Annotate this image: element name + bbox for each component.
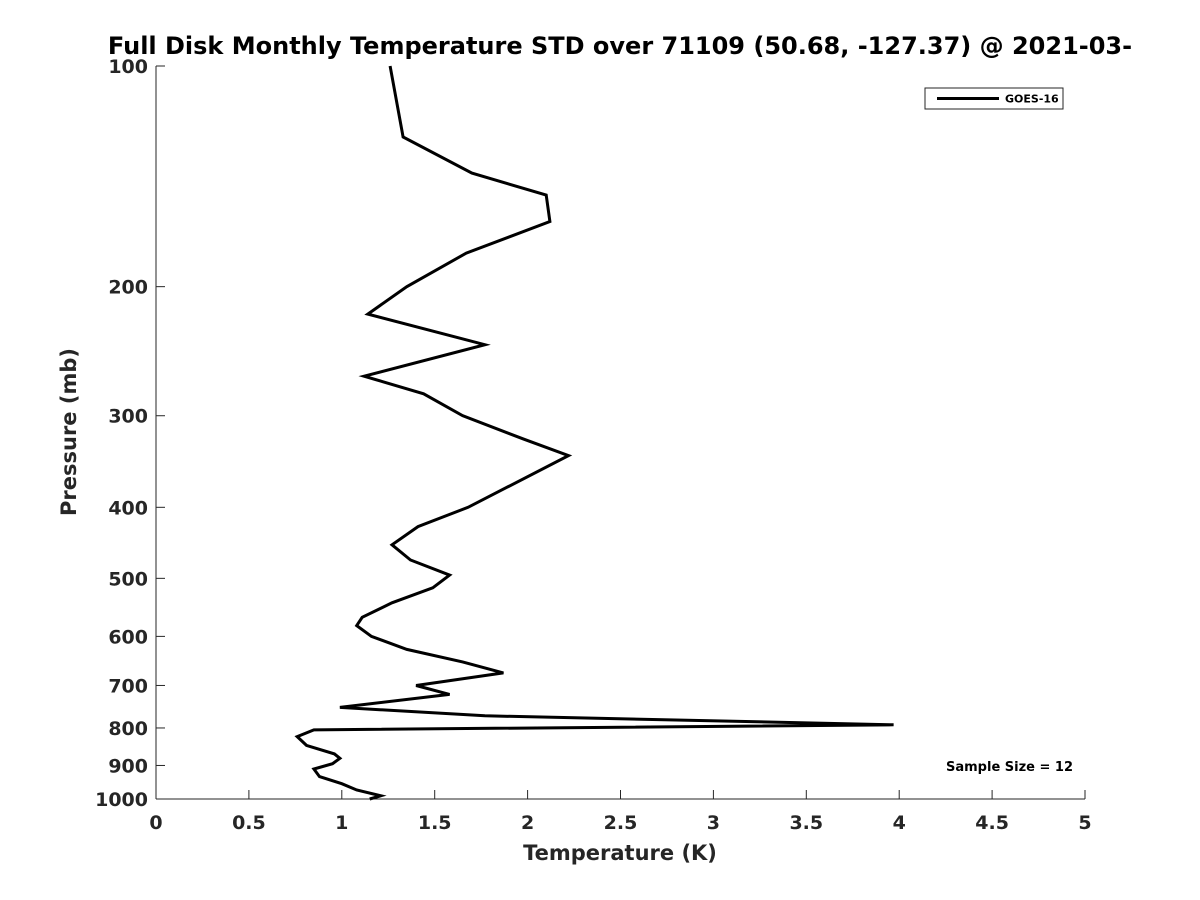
x-tick-label: 0: [149, 812, 162, 834]
x-tick-label: 3.5: [789, 812, 823, 834]
x-axis-label: Temperature (K): [523, 841, 717, 865]
y-tick-label: 400: [108, 497, 148, 519]
y-axis-ticks: 100 200 300 400 500 600 700 800 900 1000: [95, 56, 165, 811]
series-line-goes-16: [294, 65, 894, 801]
y-tick-label: 1000: [95, 789, 148, 811]
y-tick-label: 200: [108, 277, 148, 299]
x-tick-label: 2: [521, 812, 534, 834]
y-tick-label: 700: [108, 675, 148, 697]
y-tick-label: 600: [108, 626, 148, 648]
chart-title: Full Disk Monthly Temperature STD over 7…: [108, 32, 1132, 60]
legend: GOES-16: [924, 87, 1064, 110]
sample-size-annotation: Sample Size = 12: [946, 760, 1073, 775]
x-tick-label: 0.5: [232, 812, 266, 834]
x-tick-label: 3: [707, 812, 720, 834]
x-tick-label: 4: [893, 812, 906, 834]
y-tick-label: 800: [108, 718, 148, 740]
legend-entry-goes-16: GOES-16: [1005, 93, 1059, 106]
y-tick-label: 900: [108, 755, 148, 777]
x-tick-label: 4.5: [975, 812, 1009, 834]
x-tick-label: 2.5: [604, 812, 638, 834]
y-axis-label: Pressure (mb): [57, 348, 81, 516]
x-tick-label: 1: [335, 812, 348, 834]
plot-area: [156, 66, 1085, 799]
x-tick-label: 5: [1078, 812, 1091, 834]
y-tick-label: 500: [108, 568, 148, 590]
y-tick-label: 100: [108, 56, 148, 78]
x-tick-label: 1.5: [418, 812, 452, 834]
x-axis-ticks: 0 0.5 1 1.5 2 2.5 3 3.5 4 4.5 5: [149, 790, 1092, 834]
y-tick-label: 300: [108, 406, 148, 428]
